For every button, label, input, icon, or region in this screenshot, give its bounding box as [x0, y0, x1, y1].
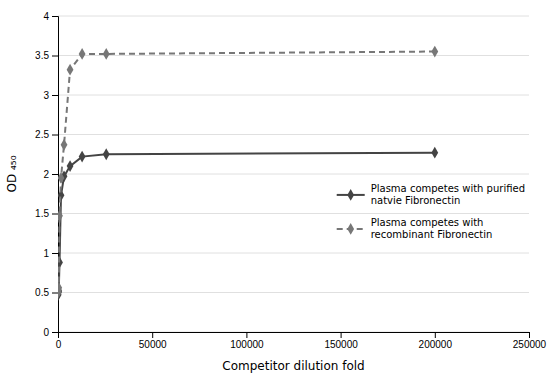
tick-mark [529, 332, 530, 338]
tick-mark [52, 293, 58, 294]
tick-mark [52, 332, 58, 333]
legend-marker [347, 223, 354, 235]
tick-mark [52, 135, 58, 136]
tick: 1.5 [35, 208, 58, 219]
marker [431, 147, 438, 159]
tick-mark [52, 214, 58, 215]
marker [67, 160, 74, 172]
x-axis-title: Competitor dilution fold [222, 359, 364, 373]
legend-item: Plasma competes with purifiednatvie Fibr… [337, 183, 525, 206]
tick-mark [52, 16, 58, 17]
tick-label: 1.5 [35, 208, 49, 219]
tick-label: 4 [43, 11, 49, 22]
y-axis-title: OD ₄₅₀ [5, 155, 19, 192]
marker [103, 148, 110, 160]
tick-mark [52, 56, 58, 57]
tick: 0.5 [35, 287, 58, 298]
grid-line [58, 16, 529, 17]
tick-label: 0 [56, 339, 62, 350]
marker [58, 210, 63, 222]
tick: 4 [43, 11, 58, 22]
grid-line [58, 253, 529, 254]
grid-line [58, 134, 529, 135]
line [58, 52, 435, 293]
marker [431, 46, 438, 58]
legend-label: Plasma competes with purifiednatvie Fibr… [371, 183, 525, 206]
series [58, 46, 438, 299]
tick-label: 2 [43, 169, 49, 180]
tick-mark [341, 332, 342, 338]
grid [58, 16, 529, 332]
tick: 2.5 [35, 129, 58, 140]
tick-mark [435, 332, 436, 338]
grid-line [58, 213, 529, 214]
axis-line [59, 333, 530, 339]
marker [58, 172, 64, 184]
tick: 150000 [324, 332, 358, 350]
tick: 0 [56, 332, 62, 350]
tick: 3 [43, 90, 58, 101]
marker [61, 139, 68, 151]
tick-label: 1 [43, 248, 49, 259]
marker [103, 48, 110, 60]
y-axis: 0 0.5 1 1.5 2 2.5 3 3.5 4 [35, 11, 58, 338]
tick: 250000 [513, 332, 547, 350]
tick-label: 3 [43, 90, 49, 101]
tick-label: 2.5 [35, 129, 49, 140]
tick: 50000 [139, 332, 167, 350]
grid-line [58, 174, 529, 175]
tick-label: 0.5 [35, 287, 49, 298]
legend: Plasma competes with purifiednatvie Fibr… [337, 183, 525, 240]
grid-line [58, 95, 529, 96]
tick: 200000 [419, 332, 453, 350]
tick-label: 200000 [419, 339, 453, 350]
legend-label: Plasma competes withrecombinant Fibronec… [371, 217, 493, 240]
legend-marker [347, 189, 354, 201]
tick: 0 [43, 327, 58, 338]
x-axis: 0 50000 100000 150000 200000 250000 [56, 332, 547, 350]
marker [79, 48, 86, 60]
tick-label: 0 [43, 327, 49, 338]
tick: 1 [43, 248, 58, 259]
tick: 3.5 [35, 50, 58, 61]
chart: 0 50000 100000 150000 200000 250000 0 0.5 1 1.5 2 2… [0, 0, 557, 380]
plot: 0 50000 100000 150000 200000 250000 0 0.5 1 1.5 2 2… [35, 11, 547, 350]
tick-label: 100000 [230, 339, 264, 350]
tick: 2 [43, 169, 58, 180]
marker [58, 282, 62, 294]
tick: 100000 [230, 332, 264, 350]
tick-mark [246, 332, 247, 338]
tick-label: 250000 [513, 339, 547, 350]
grid-line [58, 292, 529, 293]
grid-line [58, 55, 529, 56]
marker [79, 151, 86, 163]
tick-mark [52, 174, 58, 175]
legend-item: Plasma competes withrecombinant Fibronec… [337, 217, 493, 240]
marks [58, 46, 438, 301]
tick-label: 150000 [324, 339, 358, 350]
axis-line [52, 17, 59, 333]
tick-mark [152, 332, 153, 338]
tick-label: 3.5 [35, 50, 49, 61]
tick-mark [52, 253, 58, 254]
tick-label: 50000 [139, 339, 167, 350]
marker [67, 64, 74, 76]
tick-mark [52, 95, 58, 96]
